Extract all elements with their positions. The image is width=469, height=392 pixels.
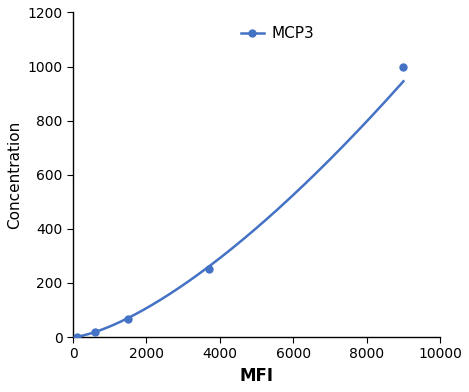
MCP3 [206, 267, 212, 272]
MCP3 [74, 335, 80, 339]
X-axis label: MFI: MFI [240, 367, 273, 385]
Line: MCP3: MCP3 [73, 63, 407, 341]
MCP3 [125, 317, 131, 322]
Y-axis label: Concentration: Concentration [7, 121, 22, 229]
MCP3 [92, 329, 98, 334]
MCP3 [401, 64, 406, 69]
Legend: MCP3: MCP3 [235, 20, 320, 47]
